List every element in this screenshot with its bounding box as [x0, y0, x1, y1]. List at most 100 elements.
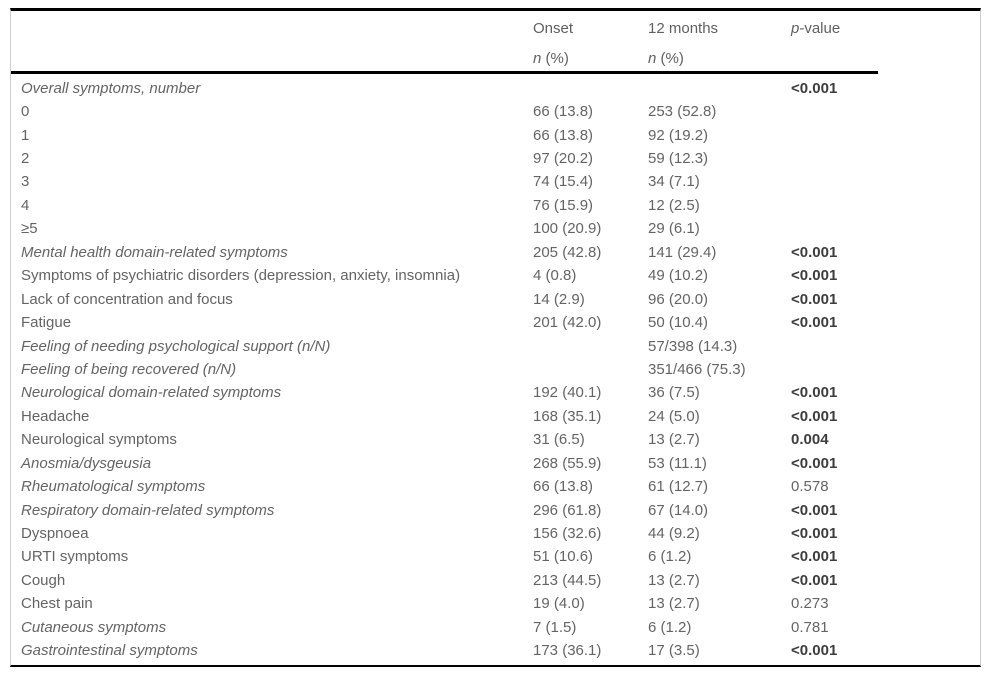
symptom-label: 2: [21, 150, 30, 168]
onset-value: 14 (2.9): [533, 290, 585, 308]
table-row: Neurological domain-related symptoms 192…: [21, 382, 980, 405]
table-row: Overall symptoms, number <0.001: [21, 77, 980, 100]
twelve-months-value: 12 (2.5): [648, 196, 700, 214]
table-header-row: Onset n (%) 12 months n (%) p-value: [11, 11, 980, 74]
twelve-months-value: 49 (10.2): [648, 267, 709, 285]
twelve-months-value: 29 (6.1): [648, 220, 700, 238]
twelve-months-value: 92 (19.2): [648, 126, 709, 144]
onset-value: 66 (13.8): [533, 478, 594, 496]
p-value: 0.781: [791, 618, 829, 636]
table-row: Headache 168 (35.1) 24 (5.0) <0.001: [21, 405, 980, 428]
symptom-label: Headache: [21, 407, 90, 425]
table-row: Anosmia/dysgeusia 268 (55.9) 53 (11.1) <…: [21, 452, 980, 475]
onset-value: 268 (55.9): [533, 454, 602, 472]
twelve-months-value: 17 (3.5): [648, 642, 700, 660]
p-value: <0.001: [791, 454, 838, 472]
twelve-months-value: 53 (11.1): [648, 454, 707, 472]
table-row: 0 66 (13.8) 253 (52.8): [21, 100, 980, 123]
onset-value: 213 (44.5): [533, 571, 602, 589]
twelve-months-value: 57/398 (14.3): [648, 337, 738, 355]
twelve-months-column-header: 12 months n (%): [648, 11, 791, 67]
symptom-label: Mental health domain-related symptoms: [21, 243, 288, 261]
onset-column-header: Onset n (%): [533, 11, 648, 67]
symptom-label: Feeling of needing psychological support…: [21, 337, 331, 355]
twelve-months-value: 351/466 (75.3): [648, 360, 746, 378]
onset-value: 51 (10.6): [533, 548, 594, 566]
table-row: ≥5 100 (20.9) 29 (6.1): [21, 218, 980, 241]
table-row: URTI symptoms 51 (10.6) 6 (1.2) <0.001: [21, 546, 980, 569]
table-row: Mental health domain-related symptoms 20…: [21, 241, 980, 264]
p-value: 0.578: [791, 478, 829, 496]
onset-value: 66 (13.8): [533, 126, 594, 144]
p-value: <0.001: [791, 243, 838, 261]
twelve-months-column-title: 12 months: [648, 20, 719, 37]
symptom-label: Rheumatological symptoms: [21, 478, 206, 496]
twelve-months-value: 13 (2.7): [648, 431, 700, 449]
symptom-label: Lack of concentration and focus: [21, 290, 233, 308]
p-value-column-header: p-value: [791, 11, 980, 37]
onset-value: 76 (15.9): [533, 196, 594, 214]
twelve-months-value: 253 (52.8): [648, 103, 717, 121]
onset-value: 100 (20.9): [533, 220, 602, 238]
p-value: <0.001: [791, 290, 838, 308]
twelve-months-value: 6 (1.2): [648, 548, 692, 566]
onset-value: 173 (36.1): [533, 642, 602, 660]
symptom-label: ≥5: [21, 220, 38, 238]
onset-value: 168 (35.1): [533, 407, 602, 425]
twelve-months-value: 6 (1.2): [648, 618, 692, 636]
twelve-months-value: 50 (10.4): [648, 314, 709, 332]
onset-value: 74 (15.4): [533, 173, 594, 191]
onset-value: 4 (0.8): [533, 267, 577, 285]
symptom-label: Gastrointestinal symptoms: [21, 642, 198, 660]
table-row: Neurological symptoms 31 (6.5) 13 (2.7) …: [21, 429, 980, 452]
symptom-label: URTI symptoms: [21, 548, 129, 566]
p-value: <0.001: [791, 501, 838, 519]
onset-value: 31 (6.5): [533, 431, 585, 449]
table-row: Cough 213 (44.5) 13 (2.7) <0.001: [21, 569, 980, 592]
symptom-label: Dyspnoea: [21, 525, 89, 543]
symptom-label: 0: [21, 103, 30, 121]
table-row: Lack of concentration and focus 14 (2.9)…: [21, 288, 980, 311]
table-row: Respiratory domain-related symptoms 296 …: [21, 499, 980, 522]
twelve-months-value: 24 (5.0): [648, 407, 700, 425]
twelve-months-value: 67 (14.0): [648, 501, 709, 519]
onset-value: 192 (40.1): [533, 384, 602, 402]
onset-value: 205 (42.8): [533, 243, 602, 261]
p-value: <0.001: [791, 525, 838, 543]
table-row: Cutaneous symptoms 7 (1.5) 6 (1.2) 0.781: [21, 616, 980, 639]
twelve-months-value: 36 (7.5): [648, 384, 700, 402]
symptom-label: Neurological symptoms: [21, 431, 177, 449]
table-row: Rheumatological symptoms 66 (13.8) 61 (1…: [21, 475, 980, 498]
symptom-label: Anosmia/dysgeusia: [21, 454, 152, 472]
table-row: Dyspnoea 156 (32.6) 44 (9.2) <0.001: [21, 522, 980, 545]
table-row: Gastrointestinal symptoms 173 (36.1) 17 …: [21, 640, 980, 663]
table-row: 2 97 (20.2) 59 (12.3): [21, 147, 980, 170]
symptom-label: Respiratory domain-related symptoms: [21, 501, 275, 519]
symptom-label: Overall symptoms, number: [21, 79, 201, 97]
table-row: Fatigue 201 (42.0) 50 (10.4) <0.001: [21, 311, 980, 334]
onset-value: 201 (42.0): [533, 314, 602, 332]
p-value: <0.001: [791, 642, 838, 660]
onset-value: 97 (20.2): [533, 150, 594, 168]
p-value: <0.001: [791, 407, 838, 425]
symptom-label: Symptoms of psychiatric disorders (depre…: [21, 267, 461, 285]
table-row: Symptoms of psychiatric disorders (depre…: [21, 265, 980, 288]
symptom-label: 1: [21, 126, 30, 144]
symptom-label: Cutaneous symptoms: [21, 618, 167, 636]
symptom-label: Chest pain: [21, 595, 93, 613]
table-body: Overall symptoms, number <0.001 0 66 (13…: [11, 74, 980, 663]
p-value: <0.001: [791, 267, 838, 285]
p-value: <0.001: [791, 384, 838, 402]
p-value: <0.001: [791, 548, 838, 566]
table-row: 1 66 (13.8) 92 (19.2): [21, 124, 980, 147]
twelve-months-value: 44 (9.2): [648, 525, 700, 543]
onset-value: 7 (1.5): [533, 618, 577, 636]
twelve-months-value: 59 (12.3): [648, 150, 709, 168]
twelve-months-value: 141 (29.4): [648, 243, 717, 261]
onset-value: 296 (61.8): [533, 501, 602, 519]
symptom-label: Feeling of being recovered (n/N): [21, 360, 237, 378]
twelve-months-value: 96 (20.0): [648, 290, 709, 308]
p-value: 0.273: [791, 595, 829, 613]
onset-column-title: Onset: [533, 20, 574, 37]
